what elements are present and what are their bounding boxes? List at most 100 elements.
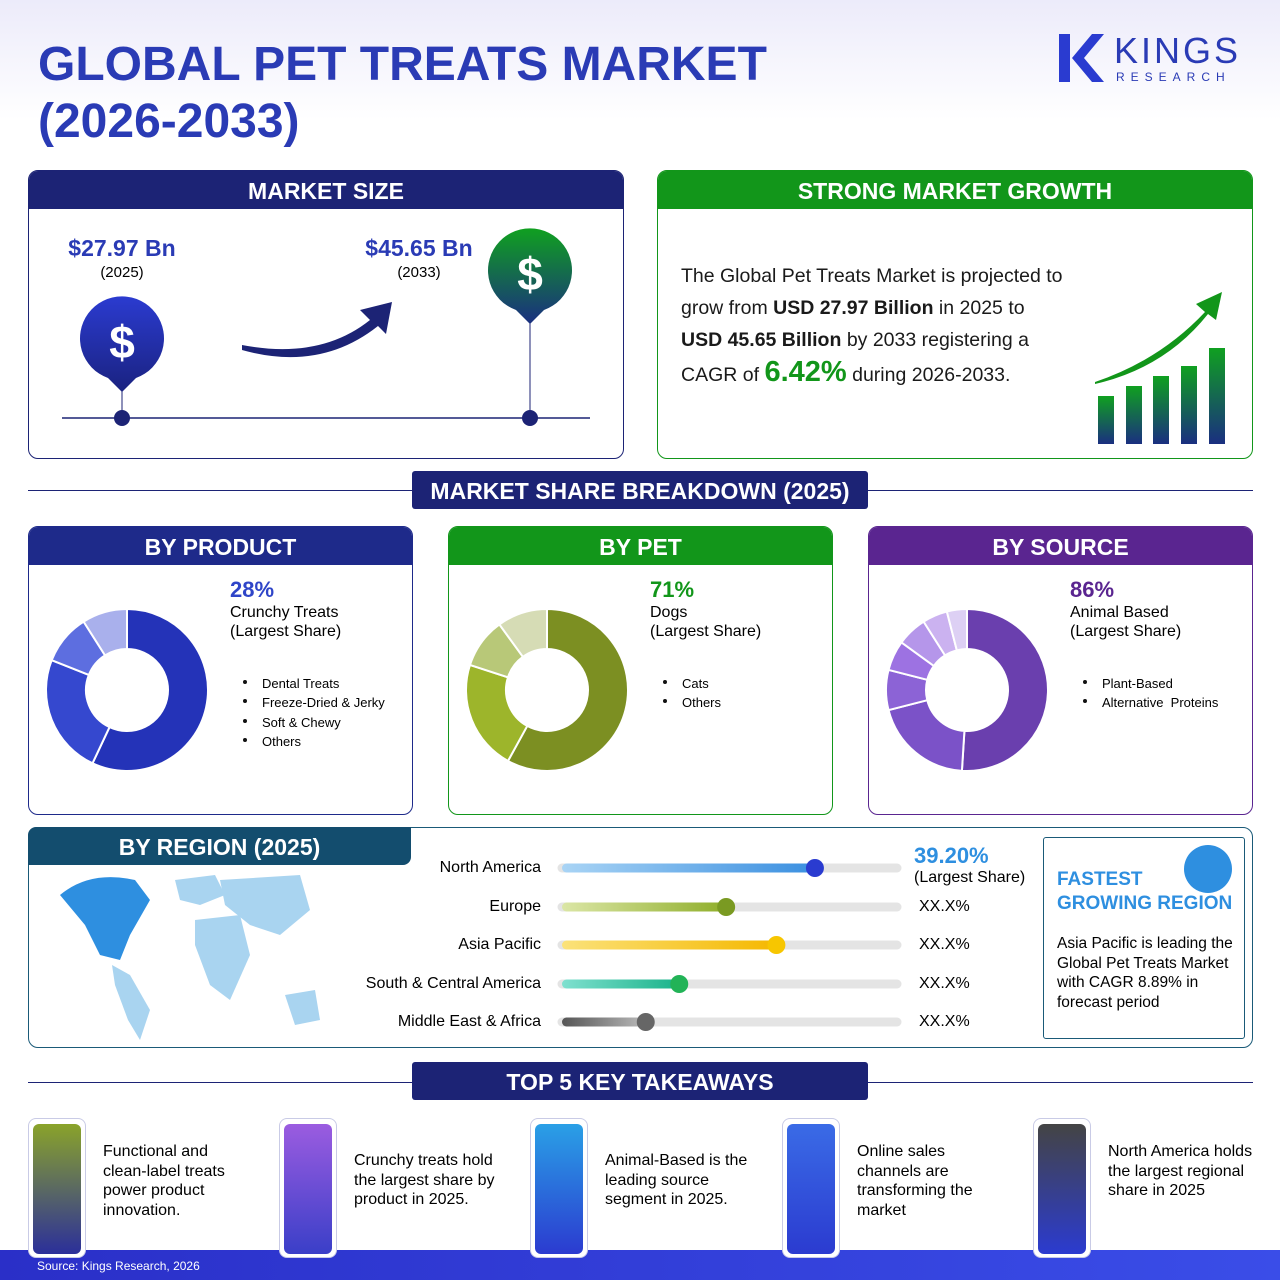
donut-segment [82, 607, 128, 657]
list-item: Alternative Proteins [1102, 695, 1219, 711]
region-share: XX.X% [919, 1013, 970, 1030]
globe-icon [1184, 845, 1232, 893]
fastest-heading: FASTEST GROWING REGION [1057, 868, 1232, 916]
panel-note: (Largest Share) [1070, 623, 1182, 640]
region-share: XX.X% [919, 898, 970, 915]
growth-text-part: by 2033 registering a CAGR of [681, 329, 1029, 386]
growth-text-part: 6.42% [764, 356, 847, 388]
start-year: (2025) [100, 264, 144, 281]
panel-note: (Largest Share) [650, 623, 762, 640]
card-bar [1038, 1124, 1086, 1254]
panel-label: Dogs [650, 604, 688, 621]
panel-share: 86% [1070, 577, 1115, 602]
end-year: (2033) [397, 264, 441, 281]
slider-fill [562, 1017, 646, 1027]
slider-knob [717, 898, 736, 916]
start-value: $27.97 Bn [68, 235, 176, 261]
card-text: Animal-Based is the leading source segme… [605, 1152, 748, 1208]
donut-segment [91, 607, 209, 772]
fastest-box [1043, 837, 1245, 1039]
slider-knob [805, 859, 824, 877]
panel-heading: BY PRODUCT [29, 527, 412, 565]
region-share: 39.20% [914, 843, 989, 868]
icon-symbol: $ [109, 316, 135, 368]
donut-segment [960, 607, 1049, 772]
region-box [28, 827, 1253, 1048]
box-heading: MARKET SIZE [29, 171, 623, 209]
end-value: $45.65 Bn [365, 235, 473, 261]
logo-mark [1059, 34, 1104, 82]
slider-knob [767, 936, 786, 954]
list-item: Cats [682, 676, 709, 691]
section-heading: TOP 5 KEY TAKEAWAYS [412, 1062, 868, 1100]
list-item: Others [682, 695, 722, 711]
list-bullet [663, 699, 667, 704]
card-text: Crunchy treats hold the largest share by… [354, 1152, 495, 1208]
list-item: Others [262, 733, 302, 749]
list-bullet [243, 737, 247, 742]
panel-share: 28% [230, 577, 275, 602]
list-item: Soft & Chewy [262, 714, 341, 730]
panel-share: 71% [650, 577, 695, 602]
card-text: Functional and clean-label treats power … [103, 1143, 225, 1219]
icon-symbol: $ [517, 248, 543, 300]
slider-fill [562, 979, 680, 989]
list-bullet [243, 699, 247, 704]
growth-arrow [242, 302, 392, 358]
growth-text-part: during 2026-2033. [852, 364, 1011, 386]
donut-segment [497, 607, 548, 659]
fastest-heading-line: FASTEST [1057, 869, 1143, 890]
region-note: (Largest Share) [914, 869, 1026, 886]
region-name: North America [439, 859, 541, 876]
list-bullet [1083, 699, 1087, 704]
panel-label: Crunchy Treats [230, 604, 339, 621]
region-share: XX.X% [919, 936, 970, 953]
list-bullet [663, 680, 667, 684]
donut-segment [945, 607, 968, 652]
card-bar [284, 1124, 332, 1254]
card-bar [33, 1124, 81, 1254]
pin-dot [114, 410, 130, 426]
panel-heading: BY PET [449, 527, 832, 565]
market-size-box: MARKET SIZE [28, 170, 624, 459]
panel: BY PRODUCT [28, 526, 413, 815]
region-heading: BY REGION (2025) [28, 827, 411, 865]
slider-fill [562, 902, 727, 912]
list-bullet [243, 718, 247, 723]
card-text: Online sales channels are transforming t… [857, 1143, 973, 1219]
donut-segment [506, 607, 629, 772]
region-share: XX.X% [919, 975, 970, 992]
slider-fill [562, 940, 777, 950]
world-map [60, 875, 320, 1040]
source: Source: Kings Research, 2026 [37, 1259, 200, 1273]
slider-knob [670, 975, 689, 993]
growth-text-part: USD 45.65 Billion [681, 329, 842, 351]
panel: BY PET [448, 526, 833, 815]
growth-text-part: The Global Pet Treats Market is projecte… [681, 265, 1063, 319]
panel-label: Animal Based [1070, 604, 1169, 621]
fastest-heading-line: GROWING REGION [1057, 893, 1233, 914]
donut-segment [45, 658, 111, 765]
logo-text: KINGS [1114, 30, 1242, 71]
region-name: Middle East & Africa [397, 1013, 541, 1030]
panel-note: (Largest Share) [230, 623, 342, 640]
slider-knob [636, 1013, 655, 1031]
growth-text-part: in 2025 to [938, 297, 1025, 319]
logo-subtext: RESEARCH [1116, 70, 1231, 84]
card-bar [535, 1124, 583, 1254]
list-bullet [243, 680, 247, 684]
box-heading: STRONG MARKET GROWTH [658, 171, 1252, 209]
title-line: GLOBAL PET TREATS MARKET [38, 38, 767, 91]
panel-heading: BY SOURCE [869, 527, 1252, 565]
title: GLOBAL PET TREATS MARKET (2026-2033) [38, 36, 767, 150]
growth-text-part: USD 27.97 Billion [773, 297, 934, 319]
growth-icon [1095, 292, 1225, 444]
pin-icon [79, 296, 164, 392]
card-bar [787, 1124, 835, 1254]
pin-icon [487, 228, 572, 324]
fastest-text: Asia Pacific is leading the Global Pet T… [1057, 935, 1233, 1011]
title-line: (2026-2033) [38, 95, 300, 148]
region-name: Europe [489, 898, 541, 915]
